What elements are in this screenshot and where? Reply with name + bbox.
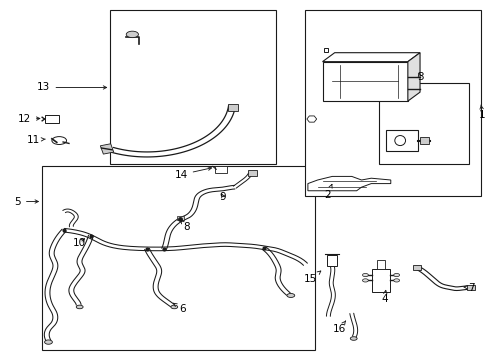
Bar [248,170,257,176]
Ellipse shape [362,279,367,282]
Bar [227,104,237,111]
Text: 8: 8 [180,220,189,232]
Bar [42,166,315,350]
Bar [44,115,59,123]
Text: 9: 9 [219,192,226,202]
Bar [177,216,183,220]
Bar [100,144,114,154]
Text: 7: 7 [463,283,473,293]
Text: 11: 11 [26,135,45,145]
Text: 10: 10 [73,238,86,248]
Ellipse shape [286,293,294,297]
Text: 12: 12 [18,114,40,124]
Ellipse shape [394,135,405,145]
Bar [378,83,468,164]
Bar [419,137,428,144]
Text: 14: 14 [174,167,211,180]
Ellipse shape [44,340,52,344]
Ellipse shape [76,305,83,309]
Text: 13: 13 [37,82,106,93]
Bar [110,10,276,164]
Ellipse shape [393,279,399,282]
Ellipse shape [52,136,66,144]
Text: 5: 5 [14,197,38,207]
Bar [412,265,420,270]
Bar [305,10,480,196]
Text: 4: 4 [380,291,387,304]
Text: 2: 2 [324,184,331,200]
Bar [322,62,407,101]
Text: 1: 1 [478,105,485,121]
Bar [371,269,389,292]
Polygon shape [307,176,390,191]
Bar [327,255,336,266]
Polygon shape [407,53,419,101]
Bar [385,130,417,151]
Ellipse shape [393,273,399,276]
Bar [467,285,474,290]
Text: 16: 16 [332,321,346,334]
Text: 3: 3 [416,72,423,82]
Ellipse shape [362,273,367,276]
Polygon shape [306,116,316,122]
Bar [215,166,227,173]
Text: 6: 6 [173,303,185,314]
Ellipse shape [349,337,356,340]
Bar [376,260,384,269]
Text: 15: 15 [304,271,320,284]
Ellipse shape [126,31,138,38]
Polygon shape [322,53,419,62]
Ellipse shape [170,305,177,309]
